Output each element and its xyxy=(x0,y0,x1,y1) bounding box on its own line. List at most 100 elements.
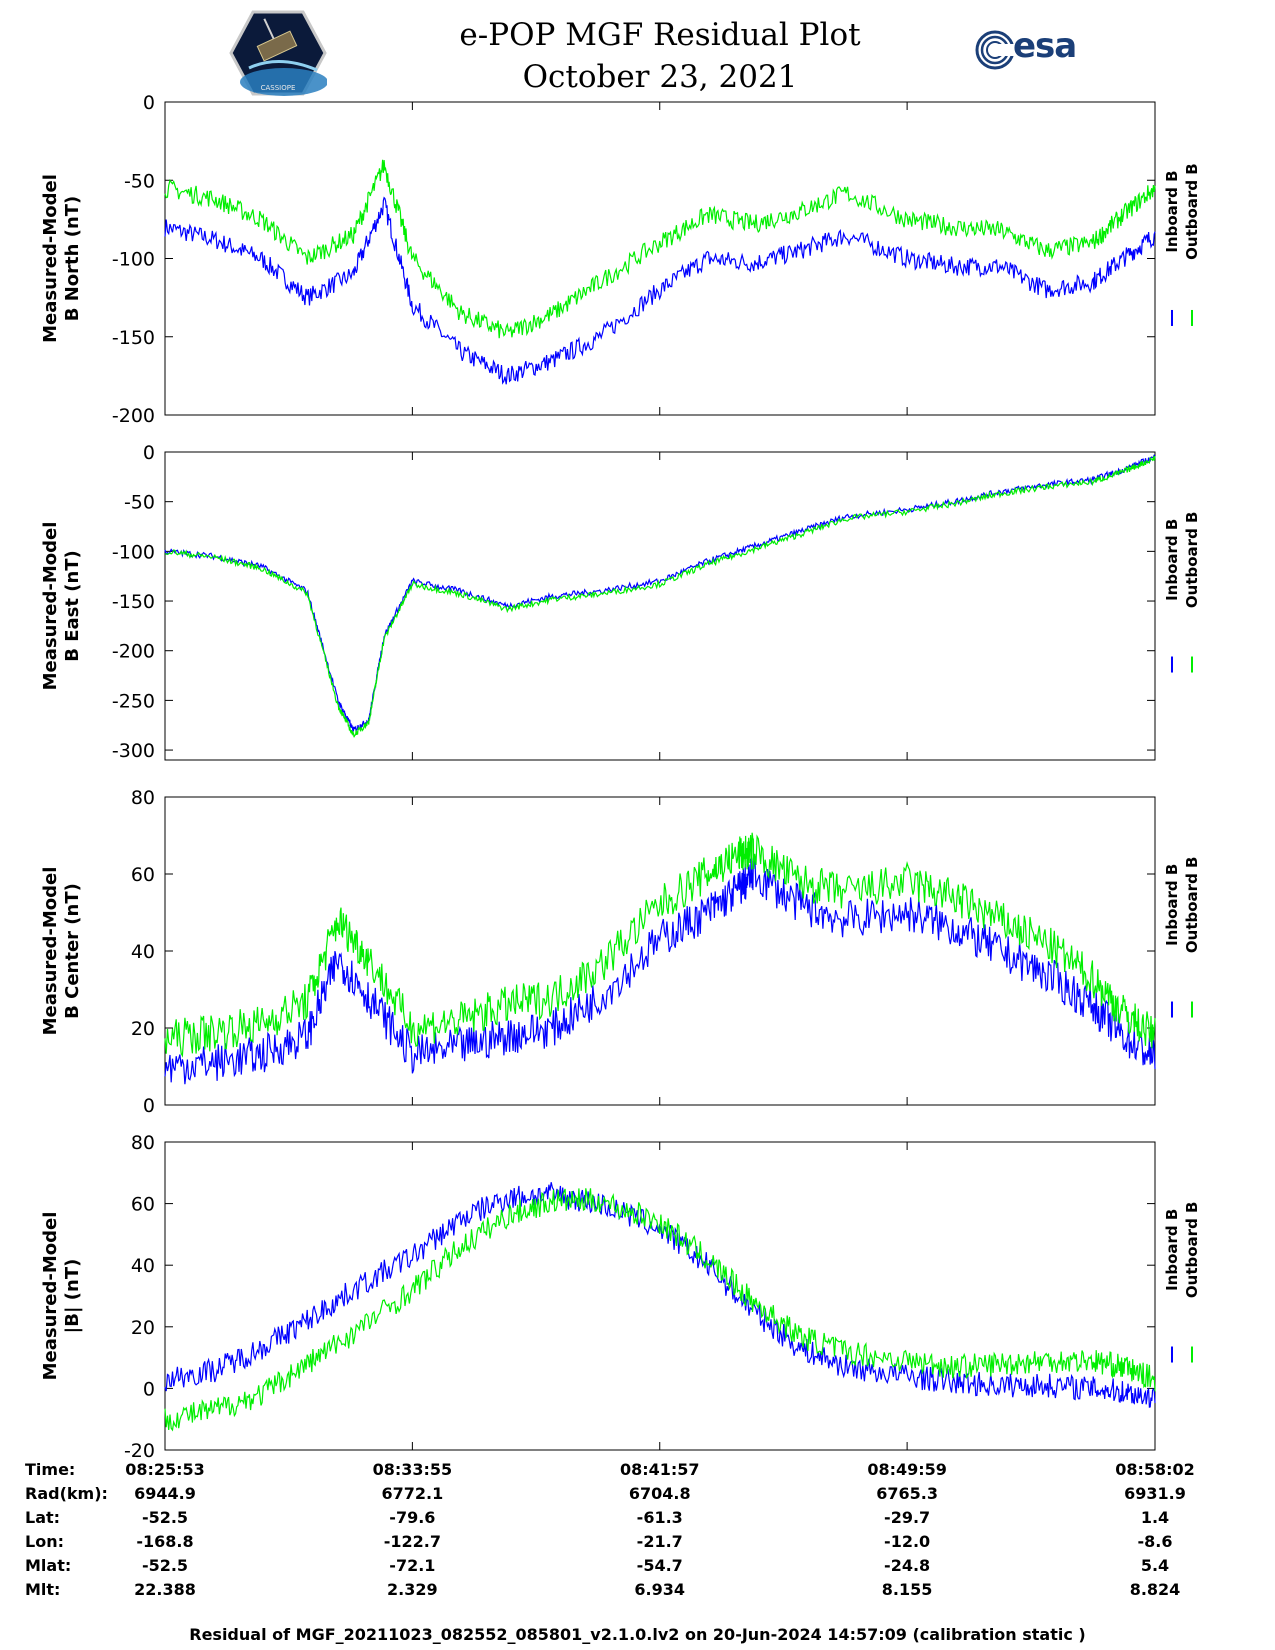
chart-date: October 23, 2021 xyxy=(522,59,798,95)
y-tick-label: -200 xyxy=(112,641,155,663)
ephemeris-cell: 6704.8 xyxy=(628,1484,691,1503)
ephemeris-cell: 08:49:59 xyxy=(867,1460,947,1479)
ephemeris-row-label: Mlt: xyxy=(25,1580,61,1599)
ephemeris-cell: -52.5 xyxy=(141,1556,189,1575)
y-tick-label: 0 xyxy=(143,1378,155,1400)
legend-label: Outboard B xyxy=(1183,857,1201,954)
ephemeris-cell: -12.0 xyxy=(884,1532,931,1551)
legend-label: Inboard B xyxy=(1163,170,1181,252)
chart-panel-4: 80 60 40 20 0 -20 Measured-Model |B| (nT) Inboar… xyxy=(40,1132,1201,1460)
y-tick-label: -300 xyxy=(112,740,155,762)
ephemeris-cell: -79.6 xyxy=(389,1508,436,1527)
chart-panel-2: 0 -50 -100 -150 -200 -250 -300 Measured-Model B … xyxy=(40,442,1201,762)
ephemeris-cell: -29.7 xyxy=(884,1508,931,1527)
legend-label: Outboard B xyxy=(1183,1202,1201,1299)
ephemeris-cell: -61.3 xyxy=(636,1508,683,1527)
y-axis-label: Measured-Model xyxy=(40,1212,61,1381)
ephemeris-cell: -168.8 xyxy=(136,1532,194,1551)
plot-frame xyxy=(164,451,1156,761)
ephemeris-cell: -72.1 xyxy=(389,1556,436,1575)
series-line-outboard xyxy=(164,159,1156,339)
y-tick-label: -250 xyxy=(112,690,155,712)
legend-label: Outboard B xyxy=(1183,512,1201,609)
ephemeris-cell: -52.5 xyxy=(141,1508,189,1527)
y-tick-label: 0 xyxy=(143,92,155,114)
series-line-outboard xyxy=(164,455,1156,738)
ephemeris-cell: 6765.3 xyxy=(876,1484,938,1503)
header: CASSIOPE e-POP MGF Residual Plot October… xyxy=(0,0,1275,100)
ephemeris-row-label: Mlat: xyxy=(25,1556,72,1575)
footnote: Residual of MGF_20211023_082552_085801_v… xyxy=(189,1625,1086,1644)
ephemeris-cell: 22.388 xyxy=(134,1580,196,1599)
ephemeris-cell: 6944.9 xyxy=(134,1484,196,1503)
y-tick-label: -100 xyxy=(112,541,155,563)
ephemeris-row: Mlt: 22.388 2.329 6.934 8.155 8.824 xyxy=(0,1580,1275,1604)
mission-logo-text: CASSIOPE xyxy=(261,84,296,92)
y-tick-label: -150 xyxy=(112,327,155,349)
ephemeris-cell: 2.329 xyxy=(387,1580,438,1599)
y-axis-label: Measured-Model xyxy=(40,174,61,343)
chart-title: e-POP MGF Residual Plot xyxy=(459,17,861,53)
y-tick-label: 0 xyxy=(143,442,155,464)
series-line-outboard xyxy=(164,1188,1156,1432)
chart-panel-3: 80 60 40 20 0 Measured-Model B Center (nT) Inbo… xyxy=(40,787,1201,1117)
y-tick-label: 60 xyxy=(131,864,155,886)
ephemeris-cell: -24.8 xyxy=(884,1556,931,1575)
series-line-inboard xyxy=(164,196,1156,385)
y-tick-label: 40 xyxy=(131,941,155,963)
y-tick-label: -50 xyxy=(124,492,155,514)
legend-label: Inboard B xyxy=(1163,519,1181,601)
ephemeris-cell: -21.7 xyxy=(636,1532,683,1551)
y-tick-label: 80 xyxy=(131,1132,155,1154)
y-tick-label: -50 xyxy=(124,170,155,192)
y-tick-label: 20 xyxy=(131,1018,155,1040)
ephemeris-cell: 8.824 xyxy=(1129,1580,1181,1599)
ephemeris-cell: 6772.1 xyxy=(381,1484,444,1503)
agency-logo-text: esa xyxy=(1013,26,1077,66)
series-line-outboard xyxy=(164,832,1156,1058)
y-axis-label: |B| (nT) xyxy=(62,1259,83,1334)
ephemeris-cell: 5.4 xyxy=(1140,1556,1170,1575)
ephemeris-row: Rad(km): 6944.9 6772.1 6704.8 6765.3 6931.9 xyxy=(0,1484,1275,1508)
ephemeris-row-label: Lon: xyxy=(25,1532,64,1551)
ephemeris-cell: 8.155 xyxy=(881,1580,933,1599)
ephemeris-row: Mlat: -52.5 -72.1 -54.7 -24.8 5.4 xyxy=(0,1556,1275,1580)
ephemeris-cell: 08:25:53 xyxy=(125,1460,205,1479)
y-tick-label: 60 xyxy=(131,1194,155,1216)
ephemeris-cell: 08:41:57 xyxy=(619,1460,700,1479)
ephemeris-row-label: Rad(km): xyxy=(25,1484,108,1503)
y-tick-label: -200 xyxy=(112,405,155,427)
mission-logo: CASSIOPE xyxy=(229,10,328,100)
ephemeris-cell: 1.4 xyxy=(1140,1508,1170,1527)
y-tick-label: 0 xyxy=(143,1095,155,1117)
y-axis-label: B North (nT) xyxy=(62,196,83,322)
legend-label: Outboard B xyxy=(1183,163,1201,260)
ephemeris-cell: -54.7 xyxy=(636,1556,683,1575)
ephemeris-cell: -122.7 xyxy=(383,1532,441,1551)
plot-frame xyxy=(164,1141,1156,1451)
ephemeris-cell: -8.6 xyxy=(1137,1532,1173,1551)
ephemeris-row: Lat: -52.5 -79.6 -61.3 -29.7 1.4 xyxy=(0,1508,1275,1532)
ephemeris-row-label: Lat: xyxy=(25,1508,61,1527)
agency-logo: esa xyxy=(975,26,1077,74)
y-tick-label: -150 xyxy=(112,591,155,613)
y-tick-label: 80 xyxy=(131,787,155,809)
y-tick-label: 40 xyxy=(131,1255,155,1277)
chart-panel-1: 0 -50 -100 -150 -200 Measured-Model B North (n… xyxy=(40,92,1201,427)
title-block: e-POP MGF Residual Plot October 23, 2021 xyxy=(410,14,910,98)
legend-label: Inboard B xyxy=(1163,1209,1181,1291)
ephemeris-row-label: Time: xyxy=(25,1460,76,1479)
ephemeris-cell: 6.934 xyxy=(634,1580,686,1599)
series-line-inboard xyxy=(164,854,1156,1085)
ephemeris-cell: 08:58:02 xyxy=(1115,1460,1195,1479)
y-tick-label: -100 xyxy=(112,249,155,271)
ephemeris-cell: 6931.9 xyxy=(1124,1484,1186,1503)
y-tick-label: -20 xyxy=(124,1440,155,1460)
y-axis-label: Measured-Model xyxy=(40,867,61,1036)
ephemeris-row: Time: 08:25:53 08:33:55 08:41:57 08:49:59 08:… xyxy=(0,1460,1275,1484)
series-line-inboard xyxy=(164,454,1156,733)
y-tick-label: 20 xyxy=(131,1317,155,1339)
y-axis-label: Measured-Model xyxy=(40,522,61,691)
ephemeris-cell: 08:33:55 xyxy=(372,1460,453,1479)
